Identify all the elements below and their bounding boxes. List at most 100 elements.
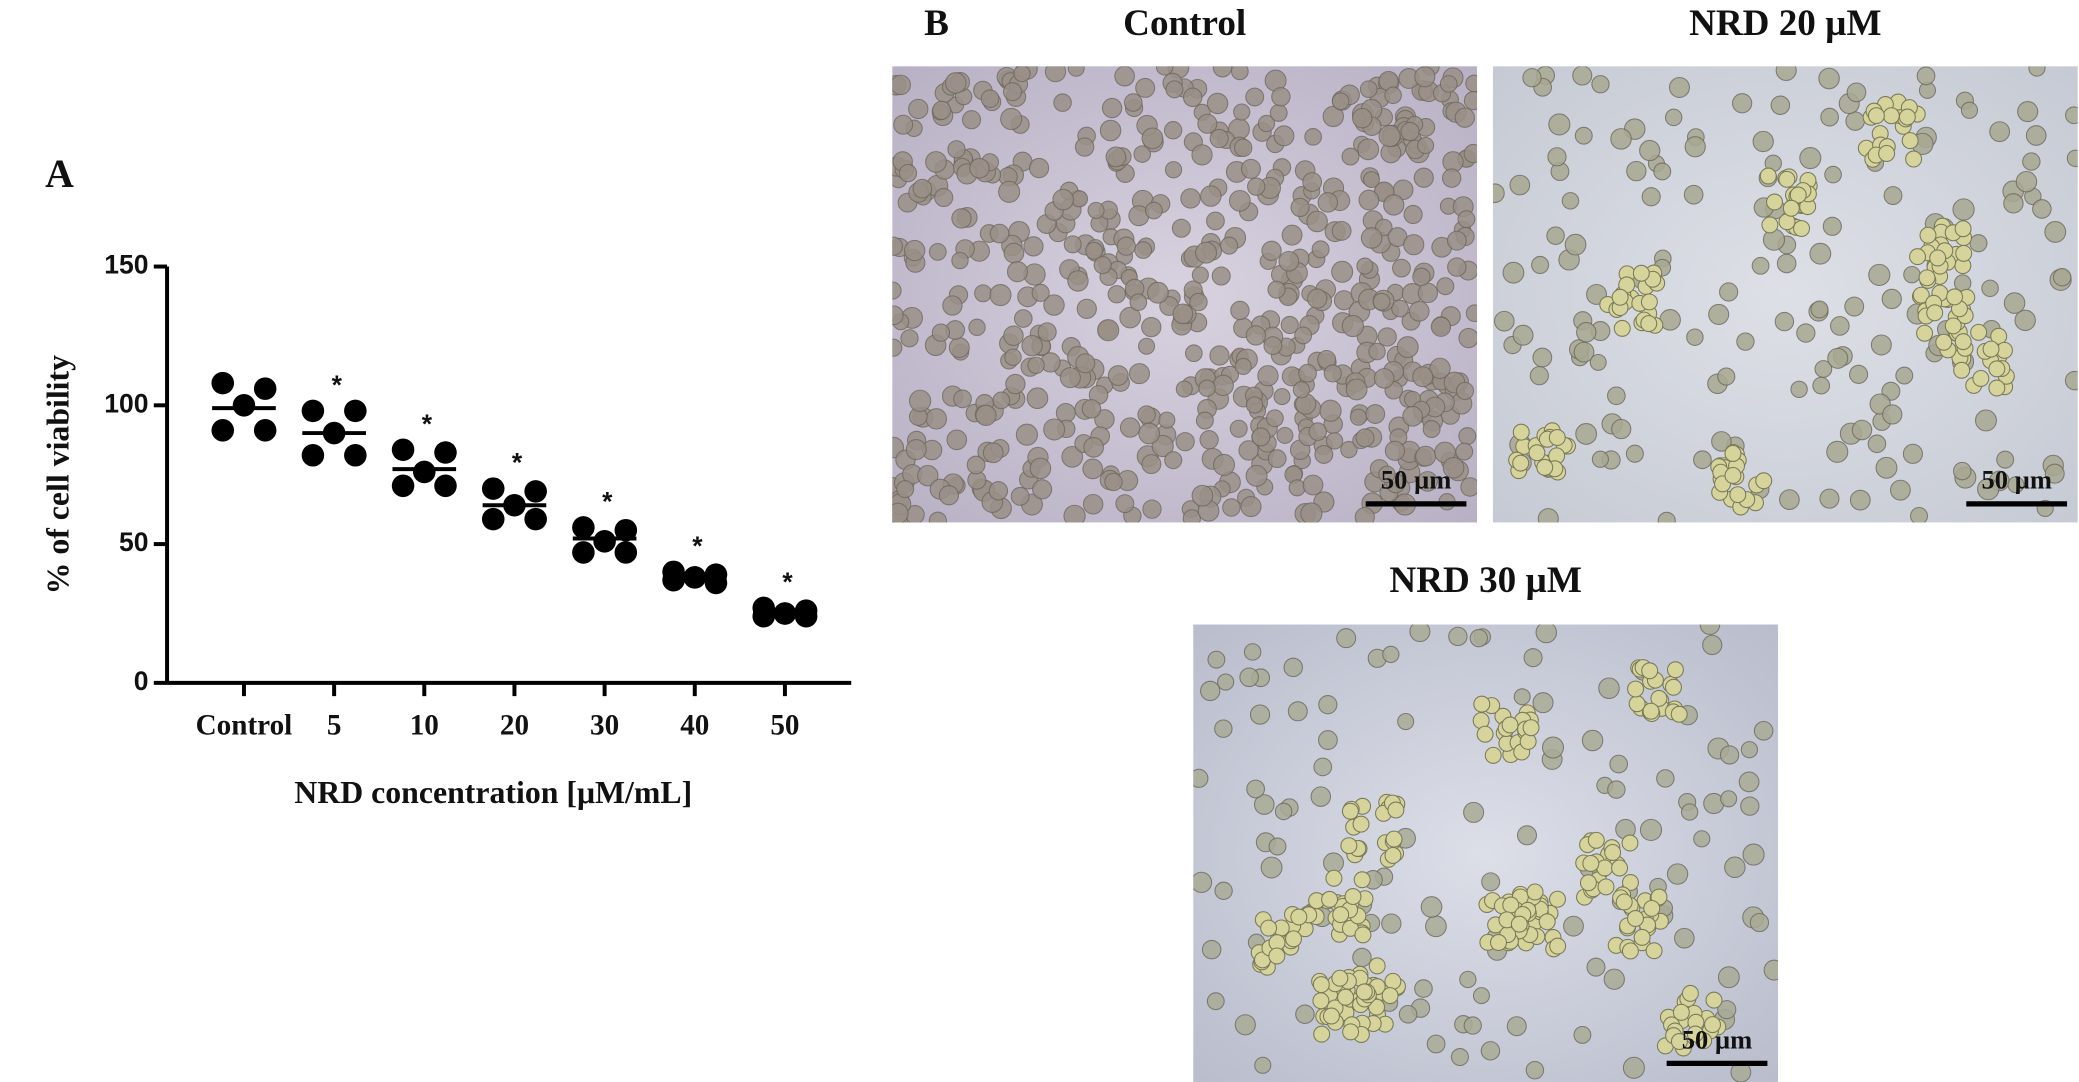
cell [1664,108,1683,127]
cell [2003,292,2026,314]
cell [1693,830,1711,848]
cell [1260,856,1283,879]
cell [2007,476,2025,494]
cell [1352,947,1372,968]
cell [2052,267,2072,287]
cell [1818,67,1840,90]
cell [1626,910,1644,927]
cell [1003,242,1025,264]
cell [1422,420,1441,438]
cell [1481,872,1501,892]
cell [1212,374,1234,397]
data-point [593,530,616,553]
cell [1313,757,1333,777]
cell [1516,825,1538,846]
cell [1249,704,1271,725]
cell [1814,360,1833,378]
cell [1081,399,1102,419]
cell [1972,369,1990,387]
cell [1670,705,1688,723]
cell [1311,240,1330,259]
cell [1425,915,1447,938]
cell [1918,269,1936,287]
cell [1398,1004,1418,1024]
cell [1228,189,1251,212]
cell [1621,834,1639,852]
cell [1490,934,1507,951]
cell [1826,440,1849,463]
cell [1355,428,1375,448]
cell [1191,484,1214,507]
cell [1023,236,1044,257]
cell [1199,430,1219,450]
cell [1123,93,1143,112]
cell [1579,874,1597,892]
y-tick-label: 50 [119,527,148,557]
cell [1889,479,1911,501]
cell [1191,144,1213,166]
cell [1650,689,1668,707]
cell [1276,426,1294,444]
cell [1549,937,1567,955]
cell [1322,1007,1340,1025]
cell [1916,66,1936,86]
cell [893,114,914,135]
cell [1206,92,1229,115]
cell [969,158,990,179]
cell [1535,624,1558,644]
cell [961,110,982,130]
data-point [413,460,436,484]
cell [1531,255,1550,274]
cell [1844,296,1865,317]
data-point [344,444,367,467]
cell [1615,893,1633,911]
cell [1935,333,1953,351]
data-point [524,507,547,531]
cell [1412,366,1434,388]
cell [1436,277,1455,296]
cell [1280,315,1299,335]
cell [1032,479,1053,500]
cell [1926,304,1944,322]
cell [1119,417,1141,438]
y-tick-label: 0 [134,666,149,696]
cell [975,404,997,426]
micrograph [892,66,1478,523]
cell [1776,253,1797,274]
cell [1575,423,1598,445]
cell [1352,815,1370,833]
cell [1761,216,1779,234]
cell [1013,309,1033,328]
cell [1414,979,1433,998]
image-title: NRD 20 µM [1689,3,1881,44]
cell [1245,325,1267,346]
cell [982,442,1004,464]
cell [989,223,1010,244]
cell [1522,68,1542,88]
cell [1793,220,1811,238]
cell [1373,368,1395,389]
cell [2044,463,2065,484]
cell [1245,396,1264,414]
x-axis-title: NRD concentration [μM/mL] [294,775,692,810]
data-point [232,394,256,417]
cell [1384,440,1406,461]
cell [1165,80,1184,99]
cell [1128,363,1150,385]
cell [966,455,986,475]
cell [1611,418,1632,440]
cell [1211,266,1231,286]
cells [1492,66,2078,523]
cell [1378,124,1401,148]
data-point [572,516,595,539]
cell [1686,328,1704,346]
cell [1442,456,1465,479]
cell [1683,184,1704,205]
cell [1546,226,1565,245]
cell [1304,128,1322,146]
cell [1573,341,1595,363]
cell [1621,942,1639,960]
cell [2066,149,2078,168]
cell [1680,803,1699,821]
cell [953,389,972,409]
